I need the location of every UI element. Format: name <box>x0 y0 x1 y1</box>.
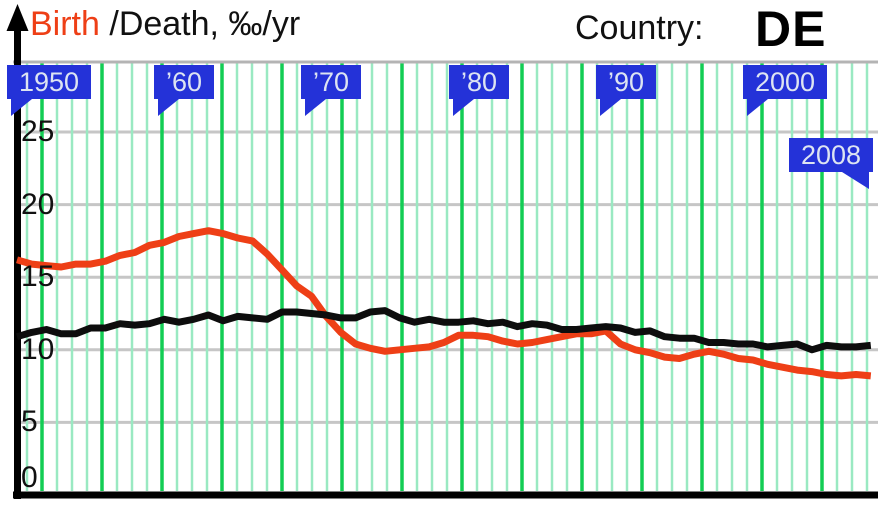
year-flag-1960: ’60 <box>154 65 215 116</box>
horizontal-gridlines <box>21 130 878 424</box>
y-tick-15: 15 <box>21 260 55 294</box>
chart-title: Birth /Death, ‰/yr <box>30 5 301 43</box>
country-code: DE <box>755 1 827 57</box>
y-axis-arrow-icon <box>6 4 29 31</box>
year-flag-2000: 2000 <box>743 65 828 116</box>
y-tick-25: 25 <box>21 115 55 148</box>
death-line <box>16 307 872 354</box>
y-tick-5: 5 <box>21 405 38 439</box>
x-axis-line <box>13 491 878 499</box>
birth-series-label: Birth <box>30 5 100 43</box>
year-flag-1970: ’70 <box>301 65 362 116</box>
country-label: Country: <box>575 9 704 47</box>
year-flag-1980: ’80 <box>449 65 510 116</box>
y-tick-20: 20 <box>21 187 55 221</box>
y-tick-10: 10 <box>21 332 55 366</box>
title-rest: /Death, ‰/yr <box>99 5 301 43</box>
vertical-gridlines <box>25 63 869 491</box>
year-flag-2008: 2008 <box>789 138 874 189</box>
year-flag-1950: 1950 <box>7 65 92 116</box>
birth-line <box>16 227 872 380</box>
y-tick-0: 0 <box>21 461 38 494</box>
year-flag-1990: ’90 <box>596 65 657 116</box>
